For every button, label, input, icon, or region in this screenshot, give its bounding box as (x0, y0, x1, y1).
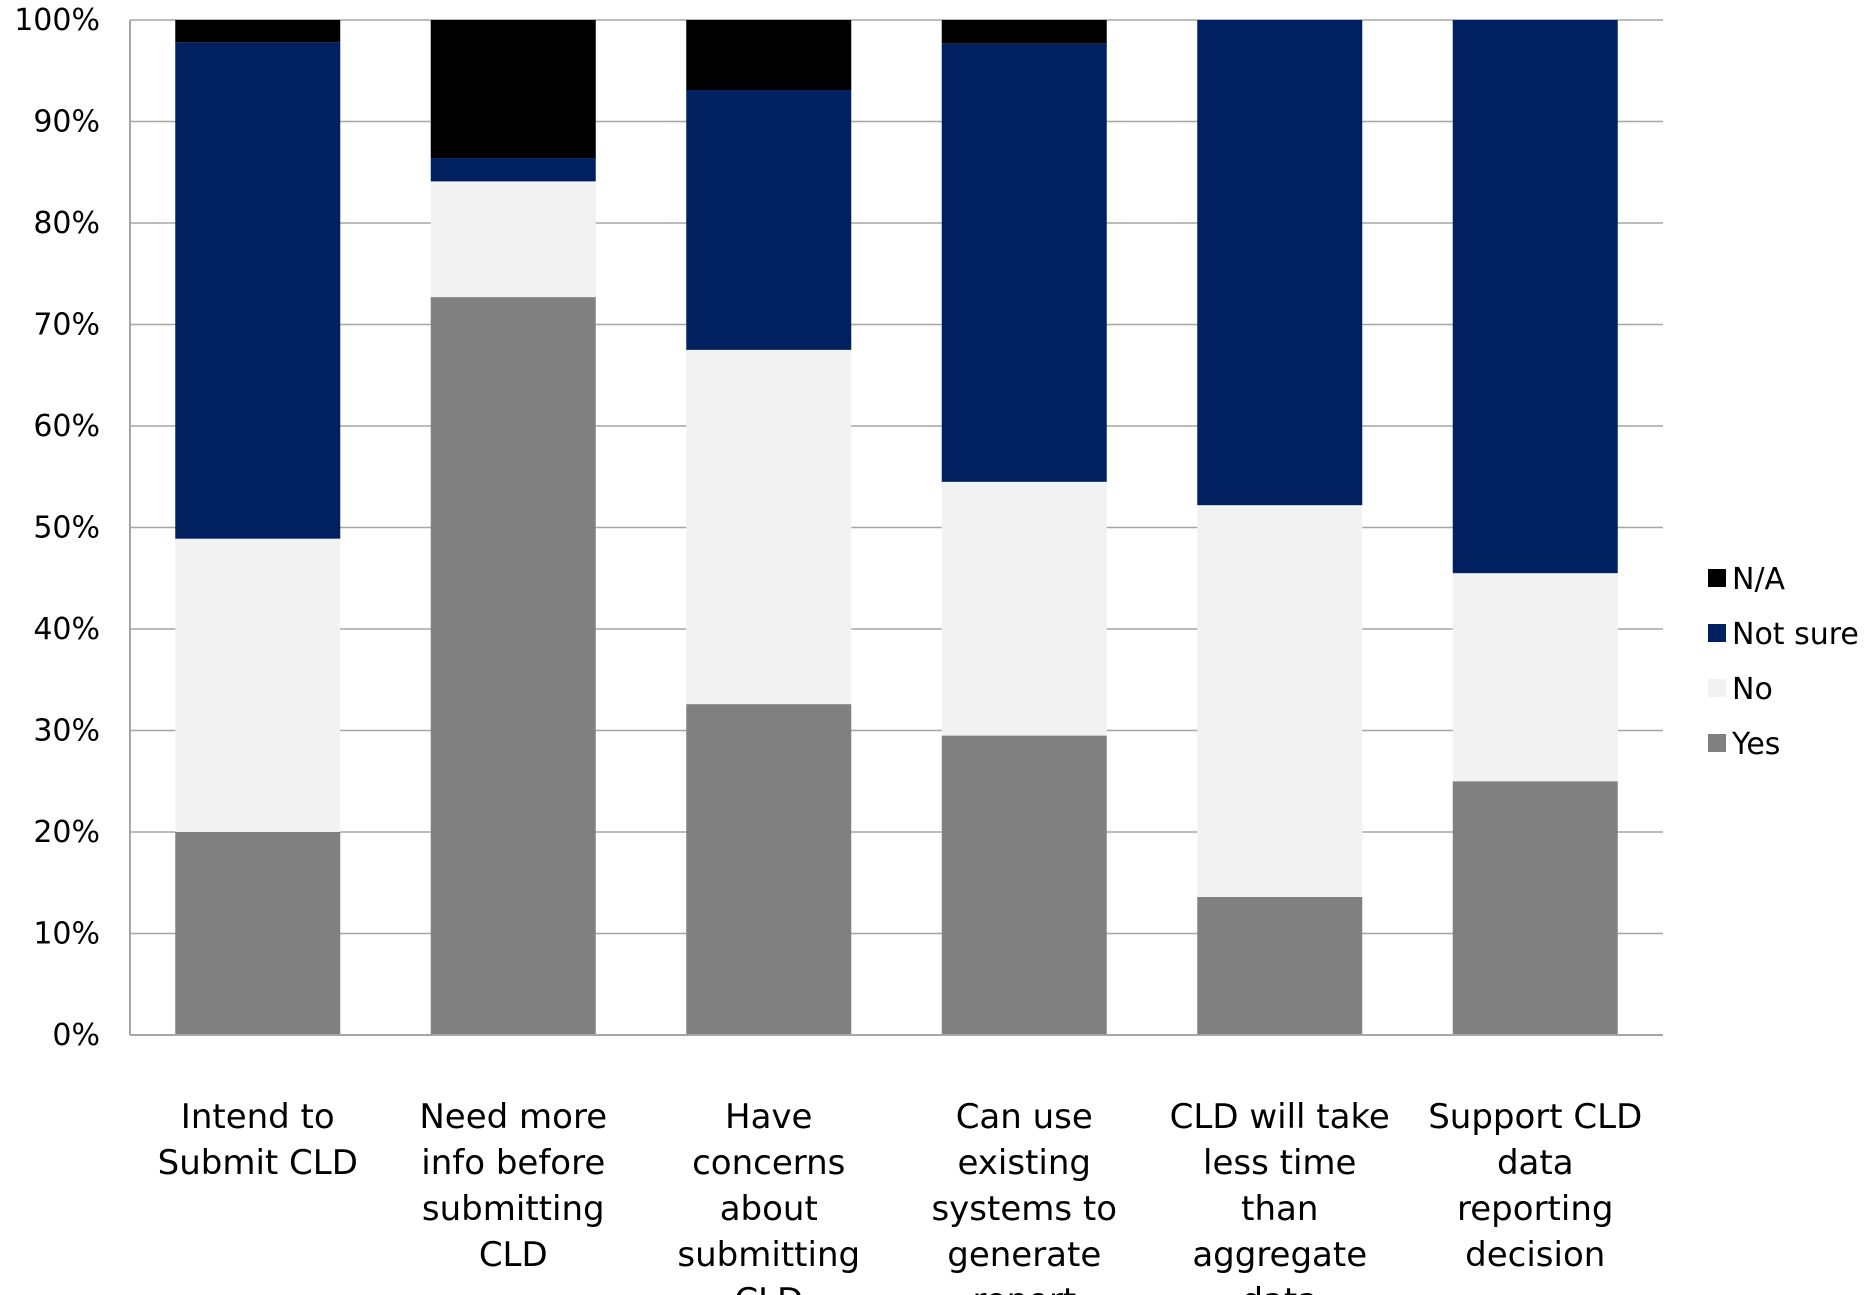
gridlines (130, 19, 1663, 1036)
legend-label: Not sure (1732, 617, 1859, 652)
category-label-line: Support CLD (1428, 1097, 1642, 1137)
bar-segment-yes (686, 704, 852, 1035)
bar-segment-no (1452, 573, 1618, 782)
bar-segment-not-sure (686, 90, 852, 350)
legend-label: No (1732, 672, 1773, 707)
y-tick-labels: 0% 10% 20% 30% 40% 50% 60% 70% 80% 90% 100% (14, 3, 100, 1053)
y-tick-label: 70% (33, 308, 100, 343)
category-label-line: report (972, 1281, 1076, 1295)
bar-segment-yes (941, 735, 1107, 1035)
bar-segment-not-sure (430, 158, 596, 182)
category-label-line: Intend to (181, 1097, 335, 1137)
category-label: Have concerns about submitting CLD (677, 1097, 860, 1295)
y-tick-label: 20% (33, 815, 100, 850)
category-label-line: Submit CLD (158, 1143, 358, 1183)
legend-label: N/A (1732, 562, 1786, 597)
bar-segment-not-sure (175, 42, 341, 539)
bar-segment-not-sure (1452, 20, 1618, 574)
category-label-line: CLD will take (1170, 1097, 1390, 1137)
bar-segment-yes (1452, 781, 1618, 1035)
category-label-line: data (1497, 1143, 1574, 1183)
y-tick-label: 40% (33, 612, 100, 647)
bar-segment-yes (175, 832, 341, 1035)
category-label-line: Have (725, 1097, 812, 1137)
category-label-line: about (720, 1189, 818, 1229)
bar-segment-not-sure (1197, 20, 1363, 506)
category-label-line: aggregate (1192, 1235, 1367, 1275)
bar-segment-no (686, 349, 852, 705)
category-label: Intend to Submit CLD (158, 1097, 358, 1183)
y-tick-label: 60% (33, 409, 100, 444)
y-tick-label: 90% (33, 105, 100, 140)
legend-label: Yes (1731, 727, 1780, 762)
category-label-line: less time (1203, 1143, 1356, 1183)
legend-swatch (1708, 624, 1726, 642)
category-label-line: than (1241, 1189, 1318, 1229)
y-tick-label: 100% (14, 3, 100, 38)
category-label-line: Can use (956, 1097, 1093, 1137)
bar-segment-no (430, 181, 596, 298)
bar-segment-not-sure (941, 43, 1107, 482)
category-label-line: submitting (422, 1189, 605, 1229)
bar-segment-yes (430, 297, 596, 1036)
category-label-line: reporting (1457, 1189, 1613, 1229)
bar-segment-n-a (686, 20, 852, 91)
axes (129, 20, 1663, 1036)
category-label-line: concerns (692, 1143, 845, 1183)
category-label-line: CLD (479, 1235, 548, 1275)
category-label: Need more info before submitting CLD (419, 1097, 607, 1275)
legend-swatch (1708, 569, 1726, 587)
category-label-line: info before (421, 1143, 605, 1183)
bar-segment-no (175, 538, 341, 832)
category-label-line: existing (957, 1143, 1091, 1183)
category-label-line: CLD (734, 1281, 803, 1295)
legend-swatch (1708, 679, 1726, 697)
bar-segment-n-a (430, 20, 596, 159)
bar-segment-yes (1197, 896, 1363, 1035)
y-tick-label: 80% (33, 206, 100, 241)
category-label-line: generate (947, 1235, 1101, 1275)
category-label-line: systems to (931, 1189, 1117, 1229)
legend-swatch (1708, 734, 1726, 752)
bar-segment-no (1197, 505, 1363, 897)
category-label-line: decision (1465, 1235, 1605, 1275)
category-label: Support CLD data reporting decision (1428, 1097, 1642, 1275)
legend: N/A Not sure No Yes (1708, 562, 1859, 762)
y-tick-label: 0% (52, 1018, 100, 1053)
bar-segment-no (941, 481, 1107, 736)
category-label-line: Need more (419, 1097, 607, 1137)
bar-segment-n-a (941, 20, 1107, 44)
category-label: CLD will take less time than aggregate data (1170, 1097, 1390, 1295)
bars (175, 20, 1618, 1036)
y-tick-label: 50% (33, 511, 100, 546)
y-tick-label: 30% (33, 714, 100, 749)
category-label: Can use existing systems to generate report (931, 1097, 1117, 1295)
category-labels: Intend to Submit CLD Need more info before s… (158, 1097, 1643, 1295)
bar-segment-n-a (175, 20, 341, 43)
category-label-line: data (1241, 1281, 1318, 1295)
category-label-line: submitting (677, 1235, 860, 1275)
y-tick-label: 10% (33, 917, 100, 952)
